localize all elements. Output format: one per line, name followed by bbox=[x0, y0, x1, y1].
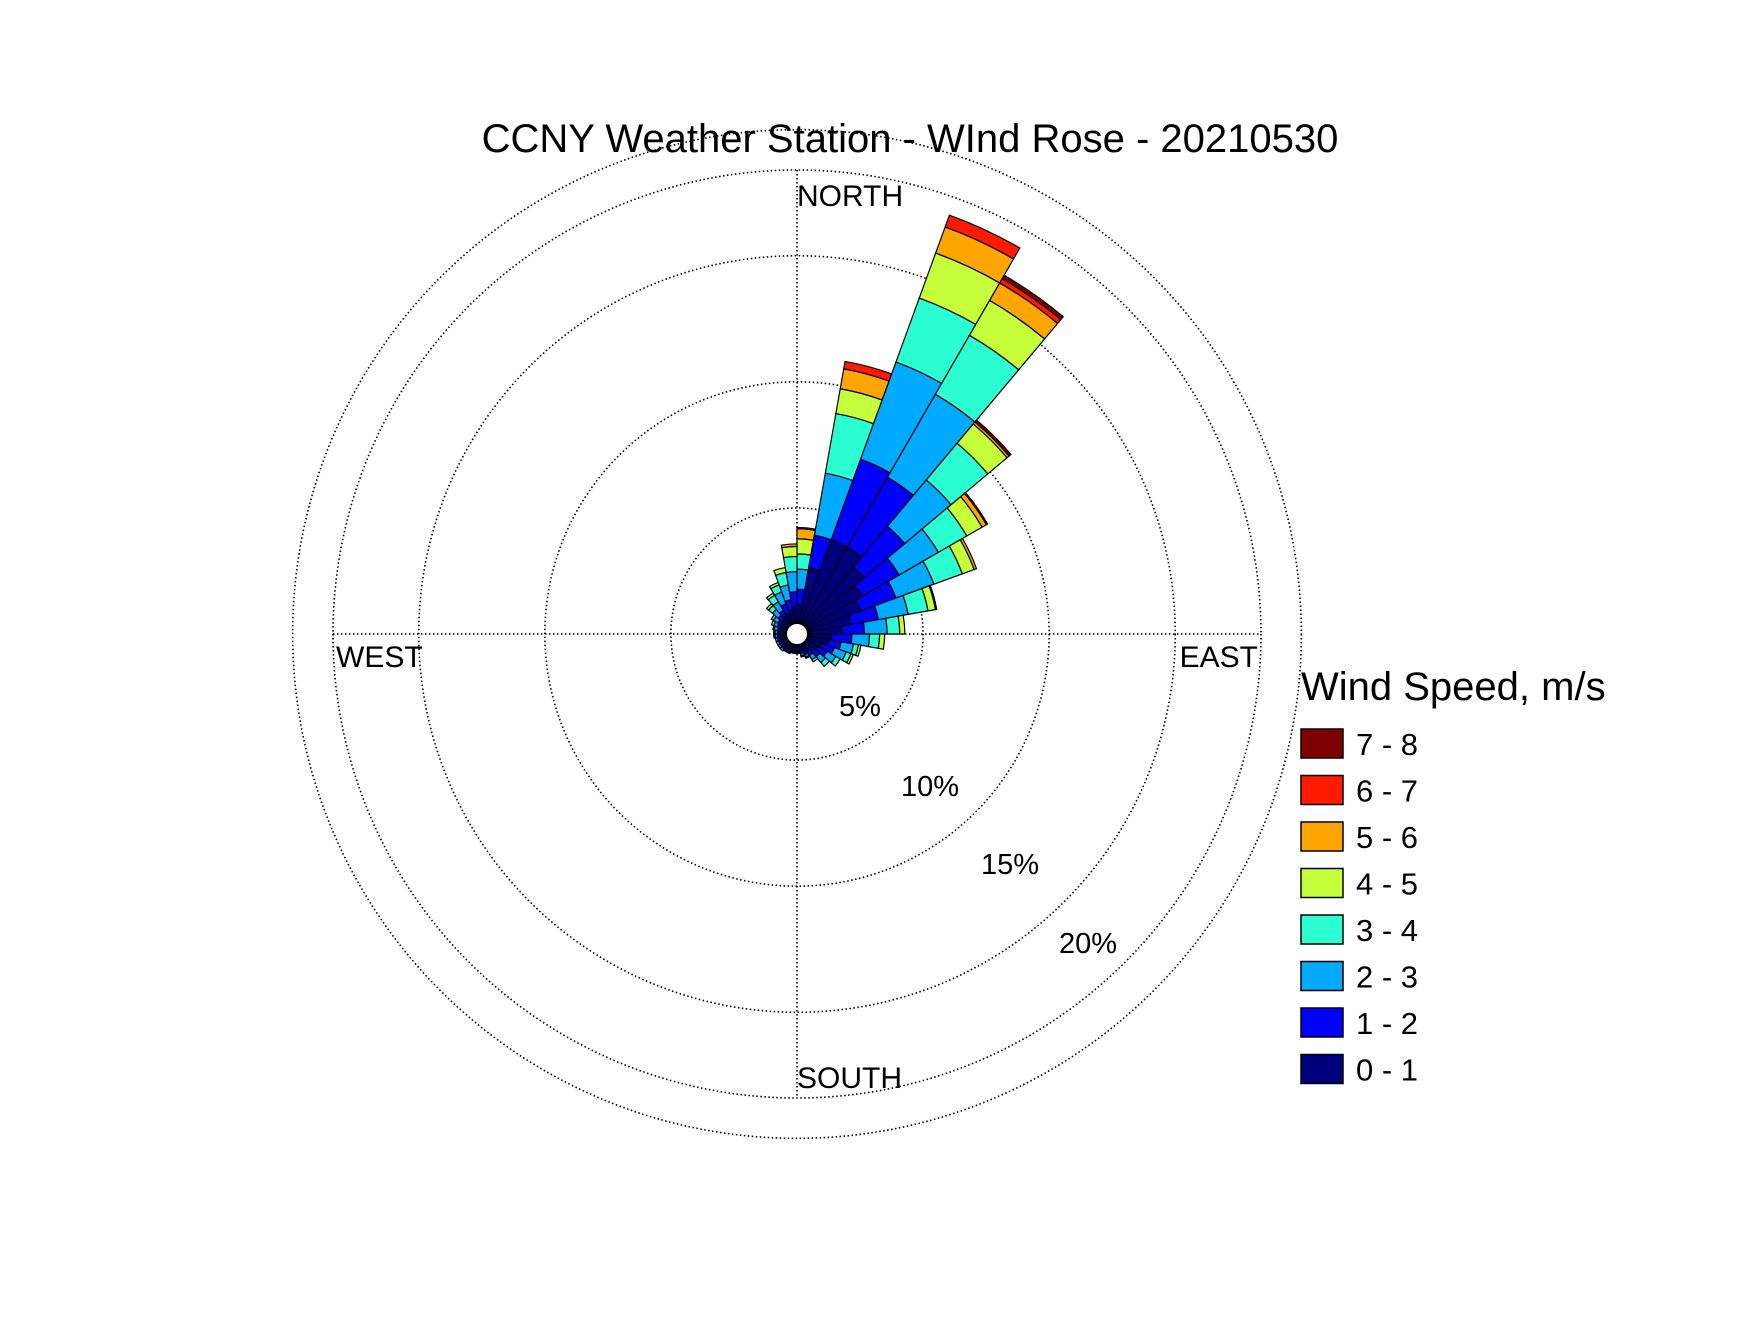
sector-350deg-speed-5 bbox=[780, 543, 798, 549]
legend-swatch-0-1 bbox=[1300, 1053, 1344, 1085]
legend-swatch-7-8 bbox=[1300, 728, 1344, 759]
sector-80deg-speed-3 bbox=[885, 615, 901, 635]
legend-swatch-6-7 bbox=[1300, 774, 1344, 806]
sector-350deg-speed-3 bbox=[782, 555, 798, 574]
legend-label-4-5: 4 - 5 bbox=[1356, 867, 1418, 902]
ring-20 bbox=[291, 128, 1303, 1140]
west-label: WEST bbox=[336, 641, 423, 674]
north-label: NORTH bbox=[797, 180, 903, 213]
legend-items: 7 - 8 6 - 7 5 - 6 4 - 5 3 - 4 2 - 3 1 - 2 0 - 1 bbox=[1300, 727, 1418, 1088]
sector-30deg-speed-7 bbox=[1001, 274, 1065, 321]
legend-label-2-3: 2 - 3 bbox=[1356, 960, 1418, 995]
sector-160deg-speed-3 bbox=[800, 653, 806, 658]
legend-title: Wind Speed, m/s bbox=[1301, 665, 1606, 709]
sector-260deg-speed-3 bbox=[773, 633, 776, 639]
wind-rose-sectors bbox=[765, 214, 1065, 668]
sector-90deg-speed-3 bbox=[867, 633, 881, 650]
ring-label-10: 10% bbox=[901, 771, 959, 803]
sector-50deg-speed-6 bbox=[963, 491, 989, 526]
legend-swatch-2-3 bbox=[1300, 960, 1344, 992]
ring-label-5: 5% bbox=[839, 691, 881, 723]
sector-90deg-speed-4 bbox=[877, 633, 886, 650]
legend-label-0-1: 0 - 1 bbox=[1356, 1053, 1418, 1088]
ring-label-15: 15% bbox=[981, 849, 1039, 881]
sector-20deg-speed-6 bbox=[944, 214, 1021, 260]
sector-60deg-speed-5 bbox=[959, 537, 978, 571]
ring-5 bbox=[670, 507, 924, 761]
legend-swatch-1-2 bbox=[1300, 1007, 1344, 1038]
legend-swatch-3-4 bbox=[1300, 914, 1344, 945]
east-label: EAST bbox=[1180, 641, 1258, 674]
legend-swatch-4-5 bbox=[1300, 867, 1344, 899]
sector-350deg-speed-4 bbox=[781, 545, 798, 559]
sector-40deg-speed-7 bbox=[974, 419, 1012, 457]
legend-label-1-2: 1 - 2 bbox=[1356, 1006, 1418, 1041]
legend-label-7-8: 7 - 8 bbox=[1356, 727, 1418, 762]
legend-swatch-5-6 bbox=[1300, 821, 1344, 852]
sector-150deg-speed-3 bbox=[804, 654, 811, 660]
sector-110deg-speed-4 bbox=[845, 652, 855, 665]
sector-100deg-speed-4 bbox=[854, 644, 862, 657]
sector-70deg-speed-5 bbox=[928, 584, 938, 611]
ring-15 bbox=[417, 254, 1177, 1014]
sector-120deg-speed-3 bbox=[830, 655, 841, 667]
sector-80deg-speed-4 bbox=[897, 614, 906, 635]
wind-speed-legend: Wind Speed, m/s 7 - 8 6 - 7 5 - 6 4 - 5 3 - … bbox=[1300, 665, 1606, 1088]
center-calm-circle bbox=[785, 622, 809, 646]
chart-title: CCNY Weather Station - WInd Rose - 20210… bbox=[482, 117, 1339, 161]
sector-130deg-speed-3 bbox=[820, 657, 831, 668]
south-label: SOUTH bbox=[797, 1062, 902, 1095]
legend-label-5-6: 5 - 6 bbox=[1356, 820, 1418, 855]
sector-140deg-speed-3 bbox=[811, 655, 819, 663]
ring-label-20: 20% bbox=[1059, 928, 1117, 960]
legend-label-6-7: 6 - 7 bbox=[1356, 774, 1418, 809]
legend-label-3-4: 3 - 4 bbox=[1356, 913, 1418, 948]
